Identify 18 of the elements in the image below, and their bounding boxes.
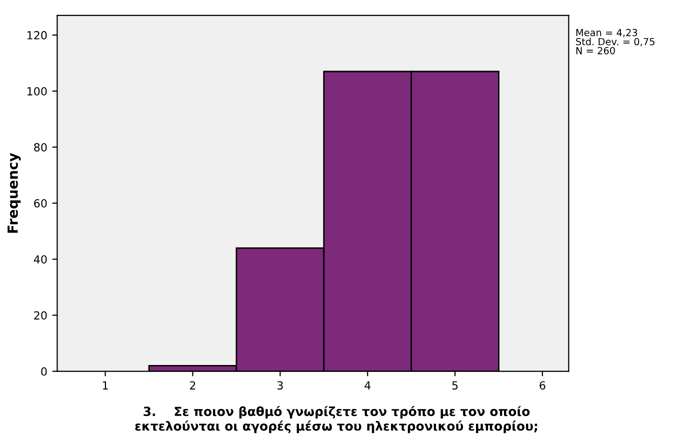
- y-tick-label: 40: [34, 255, 47, 264]
- x-tick-label: 1: [102, 381, 108, 390]
- y-tick-label: 80: [34, 143, 47, 152]
- text: Mean = 4,23: [576, 28, 638, 38]
- x-tick-label: 5: [452, 381, 458, 390]
- y-tick-label: 100: [27, 87, 47, 96]
- x-tick-label: 4: [364, 381, 370, 390]
- y-tick-label: 20: [34, 311, 47, 320]
- x-tick-label: 3: [277, 381, 283, 390]
- y-tick-label: 120: [27, 31, 47, 40]
- y-tick-label: 0: [41, 367, 47, 376]
- y-axis-title: Frequency: [8, 152, 21, 233]
- x-tick-label: 2: [190, 381, 196, 390]
- y-tick-label: 60: [34, 199, 47, 208]
- x-tick-label: 6: [540, 381, 546, 390]
- text: N = 260: [576, 46, 615, 54]
- text: Std. Dev. = 0,75: [576, 38, 654, 46]
- x-axis-title: 3. Σε ποιον βαθμό γνωρίζετε τον τρόπο με τον οποίο εκτελούνται οι αγορές μέσω του ηλεκτρονικού εμπορίου;: [135, 406, 538, 434]
